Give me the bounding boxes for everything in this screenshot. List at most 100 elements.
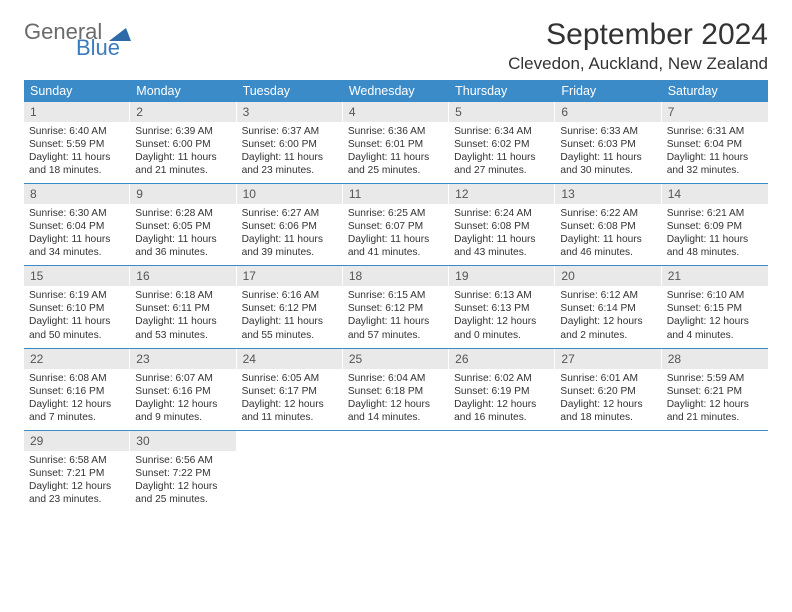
day-details: Sunrise: 6:01 AMSunset: 6:20 PMDaylight:… [555, 369, 661, 430]
day-d1: Daylight: 11 hours [135, 315, 231, 328]
day-d2: and 32 minutes. [667, 164, 763, 177]
day-d1: Daylight: 11 hours [667, 151, 763, 164]
day-number: 23 [130, 349, 236, 369]
day-details: Sunrise: 6:33 AMSunset: 6:03 PMDaylight:… [555, 122, 661, 183]
day-d2: and 27 minutes. [454, 164, 550, 177]
day-d2: and 16 minutes. [454, 411, 550, 424]
day-cell: 28Sunrise: 5:59 AMSunset: 6:21 PMDayligh… [662, 349, 768, 430]
day-cell: 18Sunrise: 6:15 AMSunset: 6:12 PMDayligh… [343, 266, 449, 347]
day-sr: Sunrise: 6:12 AM [560, 289, 656, 302]
day-cell: 7Sunrise: 6:31 AMSunset: 6:04 PMDaylight… [662, 102, 768, 183]
day-d1: Daylight: 12 hours [348, 398, 444, 411]
day-d2: and 4 minutes. [667, 329, 763, 342]
day-ss: Sunset: 6:16 PM [29, 385, 125, 398]
day-ss: Sunset: 5:59 PM [29, 138, 125, 151]
day-d2: and 2 minutes. [560, 329, 656, 342]
day-ss: Sunset: 6:08 PM [560, 220, 656, 233]
day-number: 22 [24, 349, 130, 369]
calendar-week: 1Sunrise: 6:40 AMSunset: 5:59 PMDaylight… [24, 102, 768, 184]
day-sr: Sunrise: 6:40 AM [29, 125, 125, 138]
day-d1: Daylight: 12 hours [29, 480, 125, 493]
day-number: 7 [662, 102, 768, 122]
weekday-wednesday: Wednesday [343, 80, 449, 102]
day-ss: Sunset: 7:22 PM [135, 467, 231, 480]
calendar-week: 15Sunrise: 6:19 AMSunset: 6:10 PMDayligh… [24, 266, 768, 348]
day-number: 24 [237, 349, 343, 369]
weeks-container: 1Sunrise: 6:40 AMSunset: 5:59 PMDaylight… [24, 102, 768, 512]
day-ss: Sunset: 6:05 PM [135, 220, 231, 233]
day-cell: 27Sunrise: 6:01 AMSunset: 6:20 PMDayligh… [555, 349, 661, 430]
day-number: 28 [662, 349, 768, 369]
day-details: Sunrise: 6:24 AMSunset: 6:08 PMDaylight:… [449, 204, 555, 265]
day-sr: Sunrise: 6:07 AM [135, 372, 231, 385]
day-d1: Daylight: 12 hours [454, 398, 550, 411]
day-number: 30 [130, 431, 236, 451]
day-cell: 26Sunrise: 6:02 AMSunset: 6:19 PMDayligh… [449, 349, 555, 430]
day-details: Sunrise: 6:39 AMSunset: 6:00 PMDaylight:… [130, 122, 236, 183]
day-number: 21 [662, 266, 768, 286]
day-cell: 9Sunrise: 6:28 AMSunset: 6:05 PMDaylight… [130, 184, 236, 265]
day-details: Sunrise: 6:30 AMSunset: 6:04 PMDaylight:… [24, 204, 130, 265]
day-d2: and 14 minutes. [348, 411, 444, 424]
day-details: Sunrise: 6:04 AMSunset: 6:18 PMDaylight:… [343, 369, 449, 430]
day-details: Sunrise: 6:18 AMSunset: 6:11 PMDaylight:… [130, 286, 236, 347]
day-number: 16 [130, 266, 236, 286]
day-ss: Sunset: 6:15 PM [667, 302, 763, 315]
day-d2: and 23 minutes. [242, 164, 338, 177]
day-details: Sunrise: 6:02 AMSunset: 6:19 PMDaylight:… [449, 369, 555, 430]
day-sr: Sunrise: 6:33 AM [560, 125, 656, 138]
day-d2: and 7 minutes. [29, 411, 125, 424]
day-d1: Daylight: 12 hours [667, 315, 763, 328]
day-d2: and 21 minutes. [135, 164, 231, 177]
day-ss: Sunset: 6:10 PM [29, 302, 125, 315]
day-number: 6 [555, 102, 661, 122]
title-block: September 2024 Clevedon, Auckland, New Z… [508, 18, 768, 74]
day-cell: 10Sunrise: 6:27 AMSunset: 6:06 PMDayligh… [237, 184, 343, 265]
day-d2: and 25 minutes. [348, 164, 444, 177]
day-cell: 22Sunrise: 6:08 AMSunset: 6:16 PMDayligh… [24, 349, 130, 430]
day-sr: Sunrise: 6:22 AM [560, 207, 656, 220]
day-d1: Daylight: 12 hours [29, 398, 125, 411]
day-details: Sunrise: 6:16 AMSunset: 6:12 PMDaylight:… [237, 286, 343, 347]
day-number: 25 [343, 349, 449, 369]
day-d2: and 23 minutes. [29, 493, 125, 506]
day-ss: Sunset: 6:11 PM [135, 302, 231, 315]
day-cell: 4Sunrise: 6:36 AMSunset: 6:01 PMDaylight… [343, 102, 449, 183]
day-d1: Daylight: 12 hours [135, 398, 231, 411]
day-ss: Sunset: 6:02 PM [454, 138, 550, 151]
day-cell: 1Sunrise: 6:40 AMSunset: 5:59 PMDaylight… [24, 102, 130, 183]
day-details: Sunrise: 6:05 AMSunset: 6:17 PMDaylight:… [237, 369, 343, 430]
day-d1: Daylight: 11 hours [348, 233, 444, 246]
day-d2: and 57 minutes. [348, 329, 444, 342]
day-ss: Sunset: 6:14 PM [560, 302, 656, 315]
day-sr: Sunrise: 6:05 AM [242, 372, 338, 385]
day-details: Sunrise: 6:21 AMSunset: 6:09 PMDaylight:… [662, 204, 768, 265]
day-d2: and 9 minutes. [135, 411, 231, 424]
day-d1: Daylight: 11 hours [242, 151, 338, 164]
logo-text: General Blue [24, 22, 131, 59]
day-details: Sunrise: 6:27 AMSunset: 6:06 PMDaylight:… [237, 204, 343, 265]
day-details: Sunrise: 6:22 AMSunset: 6:08 PMDaylight:… [555, 204, 661, 265]
calendar-week: 8Sunrise: 6:30 AMSunset: 6:04 PMDaylight… [24, 184, 768, 266]
day-cell: 19Sunrise: 6:13 AMSunset: 6:13 PMDayligh… [449, 266, 555, 347]
day-sr: Sunrise: 6:28 AM [135, 207, 231, 220]
day-number: 3 [237, 102, 343, 122]
day-d1: Daylight: 11 hours [348, 151, 444, 164]
day-number: 2 [130, 102, 236, 122]
day-d1: Daylight: 11 hours [242, 233, 338, 246]
day-details: Sunrise: 6:36 AMSunset: 6:01 PMDaylight:… [343, 122, 449, 183]
day-cell: 14Sunrise: 6:21 AMSunset: 6:09 PMDayligh… [662, 184, 768, 265]
day-sr: Sunrise: 6:34 AM [454, 125, 550, 138]
day-number: 4 [343, 102, 449, 122]
day-cell: 20Sunrise: 6:12 AMSunset: 6:14 PMDayligh… [555, 266, 661, 347]
day-number: 11 [343, 184, 449, 204]
day-cell [237, 431, 343, 512]
weekday-monday: Monday [130, 80, 236, 102]
weekday-tuesday: Tuesday [237, 80, 343, 102]
day-ss: Sunset: 6:19 PM [454, 385, 550, 398]
day-cell: 13Sunrise: 6:22 AMSunset: 6:08 PMDayligh… [555, 184, 661, 265]
day-details: Sunrise: 6:10 AMSunset: 6:15 PMDaylight:… [662, 286, 768, 347]
day-ss: Sunset: 6:00 PM [242, 138, 338, 151]
day-d2: and 30 minutes. [560, 164, 656, 177]
day-sr: Sunrise: 6:25 AM [348, 207, 444, 220]
